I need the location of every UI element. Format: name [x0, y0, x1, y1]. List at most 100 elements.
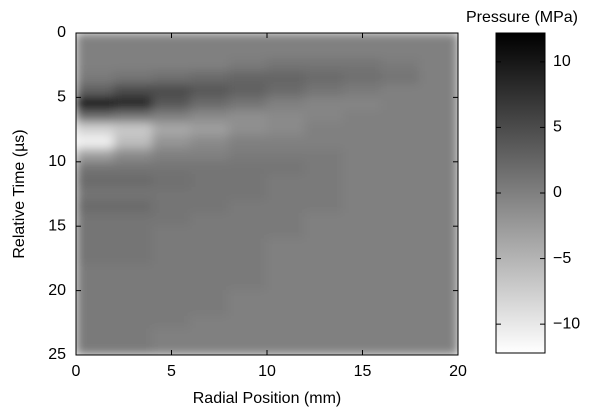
- heatmap-cell: [113, 161, 153, 176]
- heatmap-cell: [190, 277, 230, 292]
- heatmap-cell: [342, 96, 383, 111]
- heatmap-cell: [76, 71, 115, 86]
- heatmap-cell: [76, 328, 115, 343]
- heatmap-cell: [228, 225, 268, 240]
- heatmap-cell: [113, 277, 153, 292]
- heatmap-cell: [266, 238, 306, 253]
- heatmap-cell: [419, 212, 458, 227]
- heatmap-cell: [76, 251, 115, 266]
- heatmap-cell: [151, 122, 192, 137]
- heatmap-cell: [304, 199, 344, 214]
- heatmap-cell: [113, 174, 153, 189]
- x-tick-label: 10: [258, 363, 276, 380]
- heatmap-cell: [151, 315, 192, 330]
- heatmap-cell: [419, 71, 458, 86]
- heatmap-cell: [342, 174, 383, 189]
- heatmap-cell: [190, 58, 230, 73]
- heatmap-cell: [190, 71, 230, 86]
- heatmap-cell: [76, 135, 115, 150]
- heatmap-cell: [419, 187, 458, 201]
- heatmap-cell: [342, 135, 383, 150]
- heatmap-cell: [304, 96, 344, 111]
- heatmap-cell: [190, 122, 230, 137]
- heatmap-cell: [266, 84, 306, 98]
- heatmap-cell: [304, 187, 344, 201]
- heatmap-cell: [266, 187, 306, 201]
- heatmap-cell: [342, 71, 383, 86]
- heatmap-cell: [419, 225, 458, 240]
- heatmap-cell: [76, 341, 115, 355]
- heatmap-cell: [266, 212, 306, 227]
- heatmap-cell: [381, 174, 421, 189]
- heatmap-cell: [76, 277, 115, 292]
- heatmap-cell: [419, 174, 458, 189]
- heatmap-cell: [419, 135, 458, 150]
- heatmap-cell: [151, 199, 192, 214]
- heatmap-cell: [76, 199, 115, 214]
- heatmap-cell: [266, 33, 306, 47]
- heatmap-cell: [342, 277, 383, 292]
- heatmap-cell: [76, 148, 115, 163]
- heatmap-cell: [381, 264, 421, 279]
- heatmap-cell: [76, 187, 115, 201]
- y-tick-label: 10: [48, 153, 66, 170]
- heatmap-cell: [304, 302, 344, 317]
- heatmap-cell: [342, 122, 383, 137]
- heatmap-cell: [342, 84, 383, 98]
- heatmap-cell: [419, 122, 458, 137]
- heatmap-cell: [151, 174, 192, 189]
- heatmap-cell: [304, 122, 344, 137]
- heatmap-cell: [190, 328, 230, 343]
- heatmap-cell: [190, 33, 230, 47]
- x-axis-label: Radial Position (mm): [193, 390, 341, 407]
- heatmap-cell: [228, 315, 268, 330]
- heatmap-cell: [304, 161, 344, 176]
- heatmap-cell: [228, 174, 268, 189]
- plot-area: [76, 33, 458, 355]
- heatmap-cell: [342, 45, 383, 60]
- colorbar: [495, 32, 546, 354]
- heatmap-cell: [151, 341, 192, 355]
- heatmap-cell: [228, 161, 268, 176]
- y-tick-label: 0: [57, 24, 66, 41]
- heatmap-cell: [76, 174, 115, 189]
- heatmap-cell: [266, 96, 306, 111]
- heatmap-cell: [151, 187, 192, 201]
- colorbar-label: Pressure (MPa): [466, 9, 578, 26]
- heatmap-cell: [228, 264, 268, 279]
- heatmap-cell: [151, 302, 192, 317]
- colorbar-tick-label: 10: [553, 53, 571, 70]
- heatmap-cell: [151, 84, 192, 98]
- heatmap-cell: [342, 251, 383, 266]
- colorbar-tick-label: −10: [553, 315, 580, 332]
- heatmap-cell: [228, 328, 268, 343]
- heatmap-cell: [304, 58, 344, 73]
- heatmap-cell: [228, 84, 268, 98]
- heatmap-cell: [76, 290, 115, 304]
- heatmap-cell: [76, 302, 115, 317]
- heatmap-cell: [381, 58, 421, 73]
- heatmap-cell: [228, 302, 268, 317]
- heatmap-cell: [381, 212, 421, 227]
- y-axis-label: Relative Time (µs): [11, 129, 28, 258]
- heatmap-cell: [190, 187, 230, 201]
- heatmap-cell: [228, 238, 268, 253]
- heatmap-cell: [381, 33, 421, 47]
- heatmap-cell: [304, 290, 344, 304]
- heatmap-cell: [381, 161, 421, 176]
- heatmap-cell: [381, 199, 421, 214]
- heatmap-cell: [190, 212, 230, 227]
- heatmap-cell: [381, 341, 421, 355]
- heatmap-cell: [113, 341, 153, 355]
- heatmap-cell: [419, 302, 458, 317]
- colorbar-tick-label: 5: [553, 119, 562, 136]
- heatmap-cell: [419, 161, 458, 176]
- heatmap-cell: [151, 238, 192, 253]
- heatmap-cell: [381, 84, 421, 98]
- heatmap-cell: [342, 328, 383, 343]
- heatmap-cell: [266, 109, 306, 124]
- heatmap-cell: [113, 212, 153, 227]
- heatmap-cell: [190, 161, 230, 176]
- heatmap-cell: [190, 96, 230, 111]
- heatmap-cell: [304, 225, 344, 240]
